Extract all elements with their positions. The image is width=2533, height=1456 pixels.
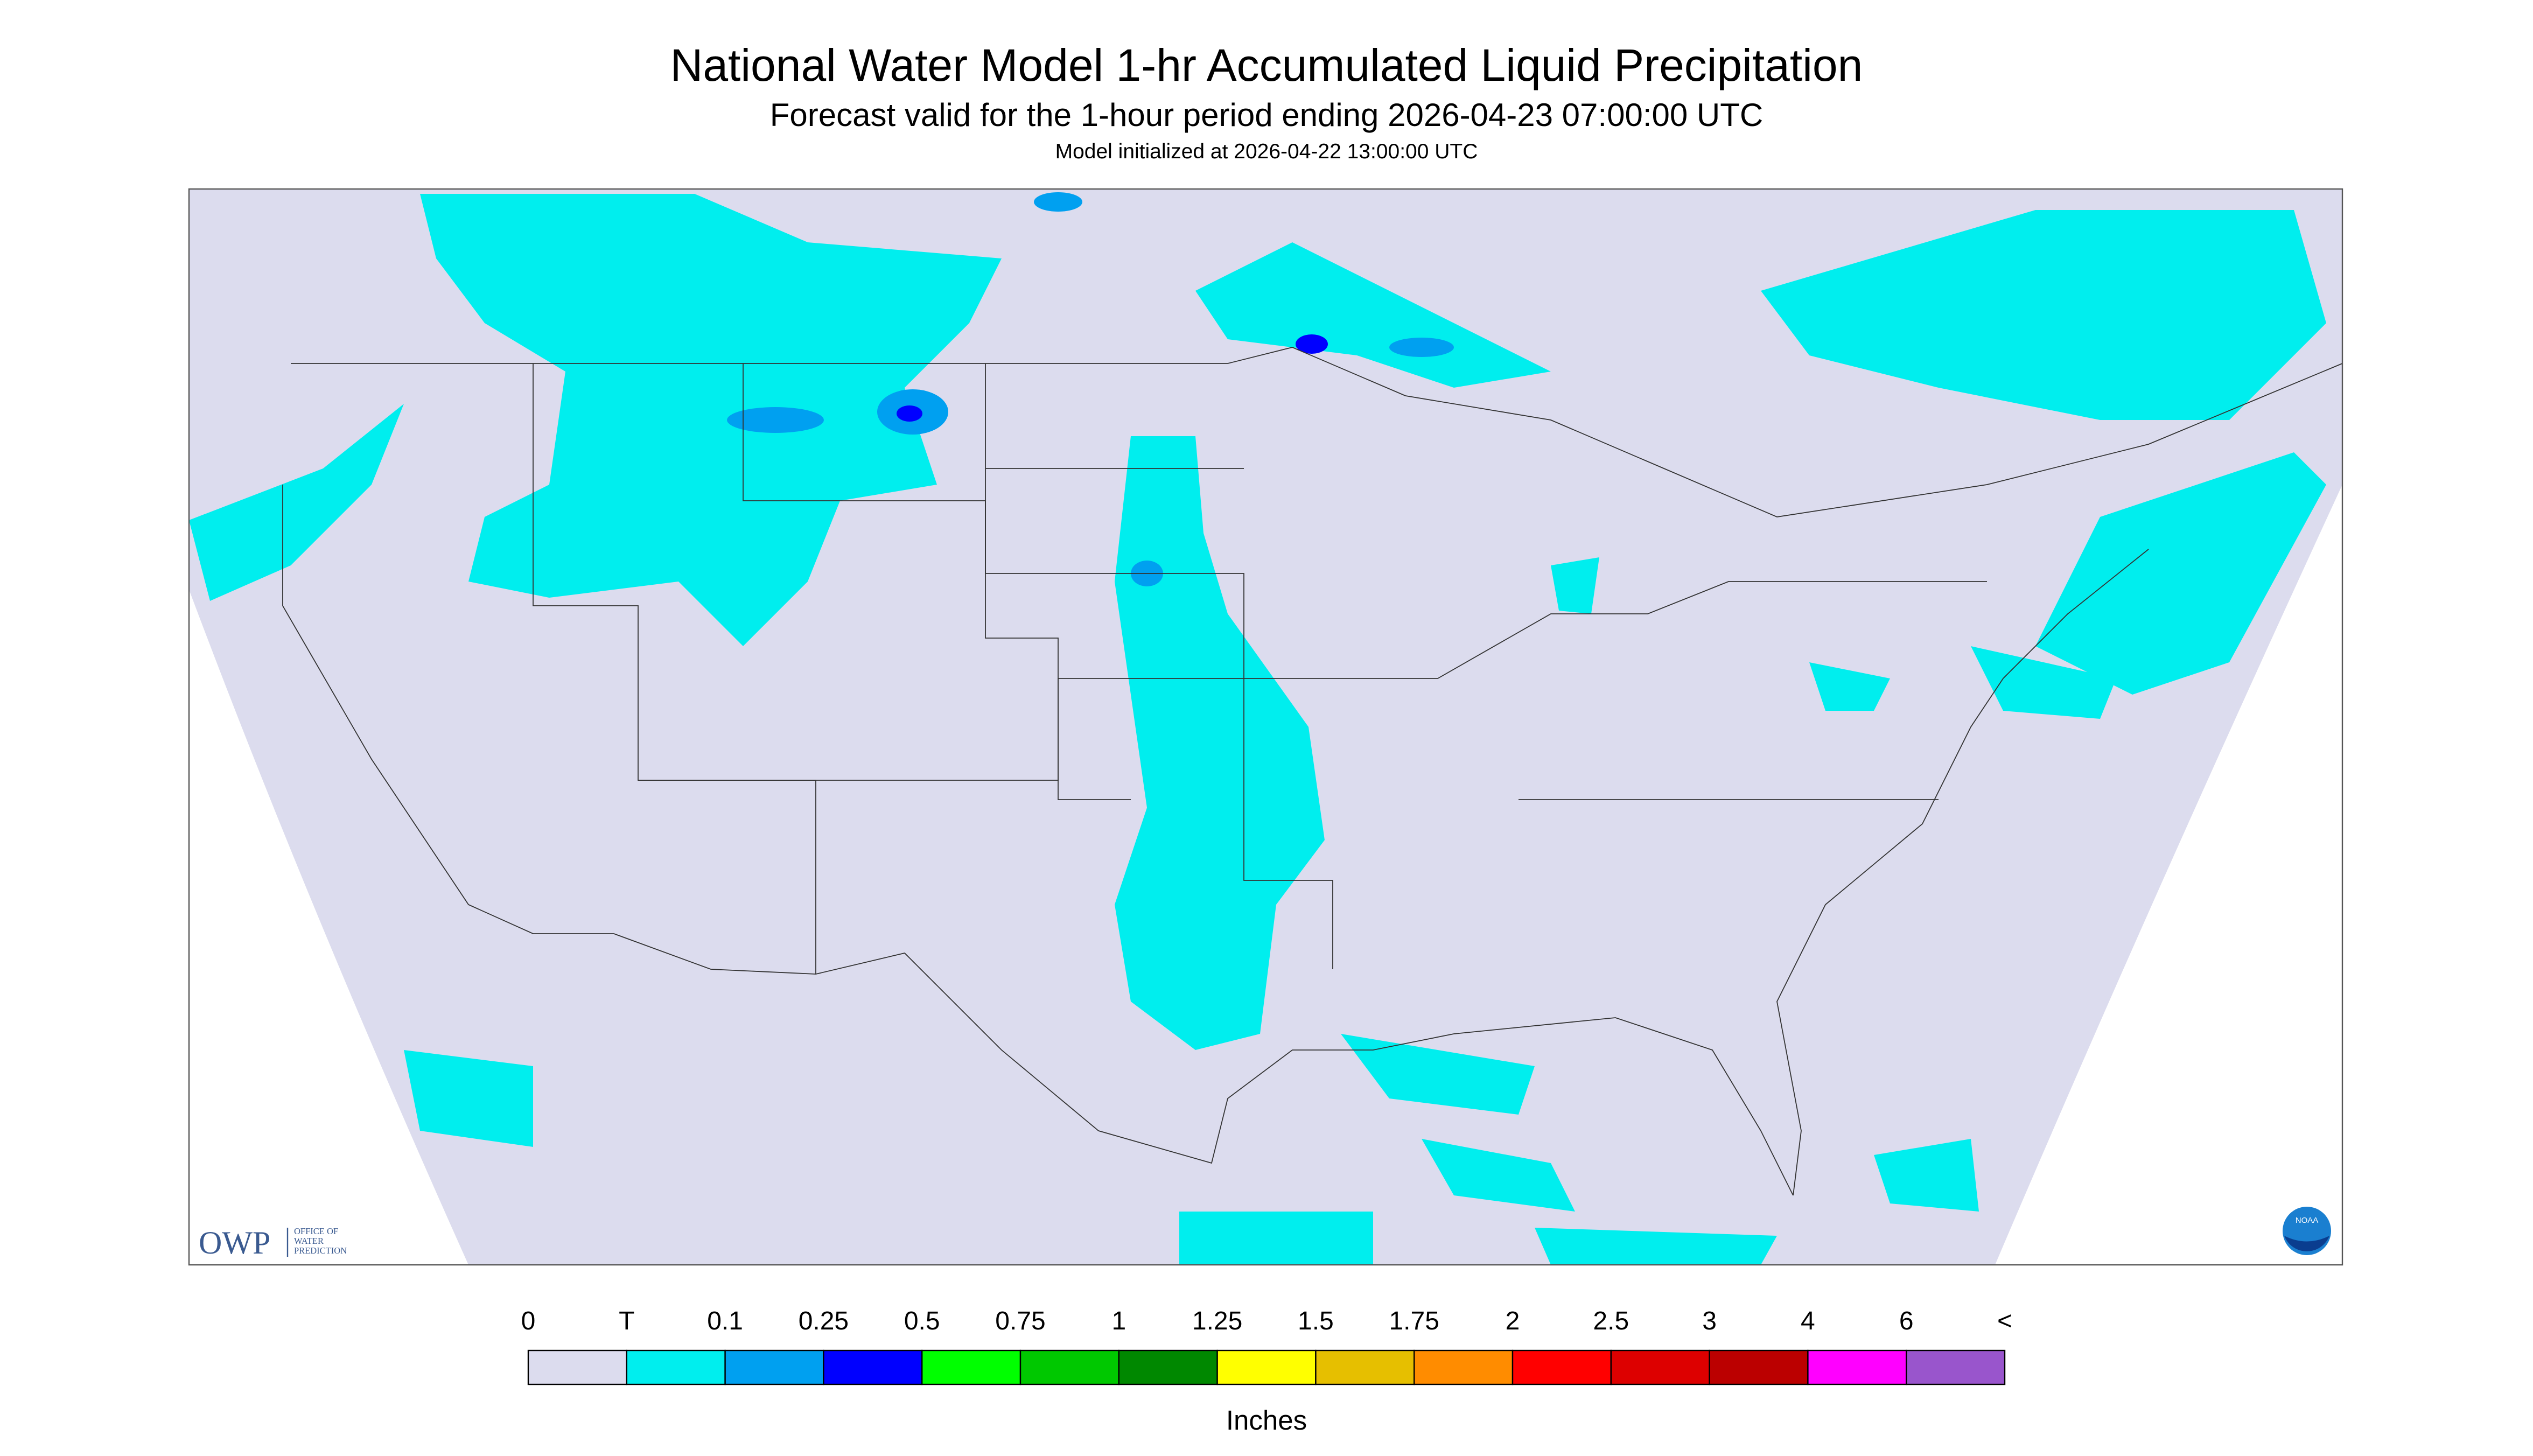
noaa-badge: NOAA — [2283, 1207, 2331, 1256]
owp-logo: OWP OFFICE OF WATER PREDICTION — [199, 1225, 347, 1261]
map — [188, 188, 2343, 1266]
borders — [282, 347, 2343, 1196]
precip-heavy — [897, 334, 1328, 422]
logo-subtext: WATER — [294, 1236, 324, 1246]
legend-swatch — [724, 1349, 824, 1385]
legend-swatch — [1512, 1349, 1612, 1385]
legend-swatch — [1807, 1349, 1907, 1385]
legend-label: 6 — [1899, 1307, 1914, 1335]
legend-swatch — [823, 1349, 923, 1385]
logo-subtext: PREDICTION — [294, 1245, 347, 1256]
precip-moderate — [727, 192, 1454, 587]
legend-swatch — [626, 1349, 726, 1385]
legend-label: 0.5 — [904, 1307, 940, 1335]
legend-swatch — [1315, 1349, 1415, 1385]
legend-swatch — [1414, 1349, 1514, 1385]
badge-text: NOAA — [2296, 1216, 2319, 1225]
legend-label: 3 — [1702, 1307, 1717, 1335]
legend-label: T — [619, 1307, 634, 1335]
legend-swatch — [1118, 1349, 1218, 1385]
precip-areas — [189, 194, 2326, 1265]
subtitle: Forecast valid for the 1-hour period end… — [770, 97, 1763, 133]
legend-swatch — [921, 1349, 1021, 1385]
map-border — [188, 188, 2343, 1266]
logo-subtext: OFFICE OF — [294, 1226, 338, 1236]
legend-label: 0 — [521, 1307, 536, 1335]
legend-swatch — [1905, 1349, 2006, 1385]
legend-label: 4 — [1801, 1307, 1815, 1335]
badge-wave — [2284, 1236, 2329, 1251]
legend-swatch — [1019, 1349, 1120, 1385]
legend-label: 0.1 — [707, 1307, 743, 1335]
legend-swatch — [1216, 1349, 1317, 1385]
init-time: Model initialized at 2026-04-22 13:00:00… — [1055, 140, 1478, 163]
legend-label: 1.25 — [1192, 1307, 1242, 1335]
legend-label: 2 — [1506, 1307, 1520, 1335]
logo-text: OWP — [199, 1225, 270, 1261]
legend-label: 0.75 — [995, 1307, 1045, 1335]
legend-label: 0.25 — [799, 1307, 849, 1335]
legend: 0 T 0.1 0.25 0.5 0.75 1 1.25 1.5 1.75 2 2.5 3 4 6 < — [521, 1307, 2012, 1385]
legend-label: < — [1997, 1307, 2012, 1335]
legend-units: Inches — [1226, 1405, 1307, 1436]
legend-swatch — [527, 1349, 628, 1385]
legend-swatch — [1610, 1349, 1710, 1385]
legend-label: 2.5 — [1593, 1307, 1629, 1335]
legend-swatch — [1709, 1349, 1809, 1385]
legend-label: 1.75 — [1389, 1307, 1439, 1335]
title: National Water Model 1-hr Accumulated Li… — [670, 40, 1863, 90]
legend-label: 1 — [1111, 1307, 1126, 1335]
legend-label: 1.5 — [1298, 1307, 1334, 1335]
